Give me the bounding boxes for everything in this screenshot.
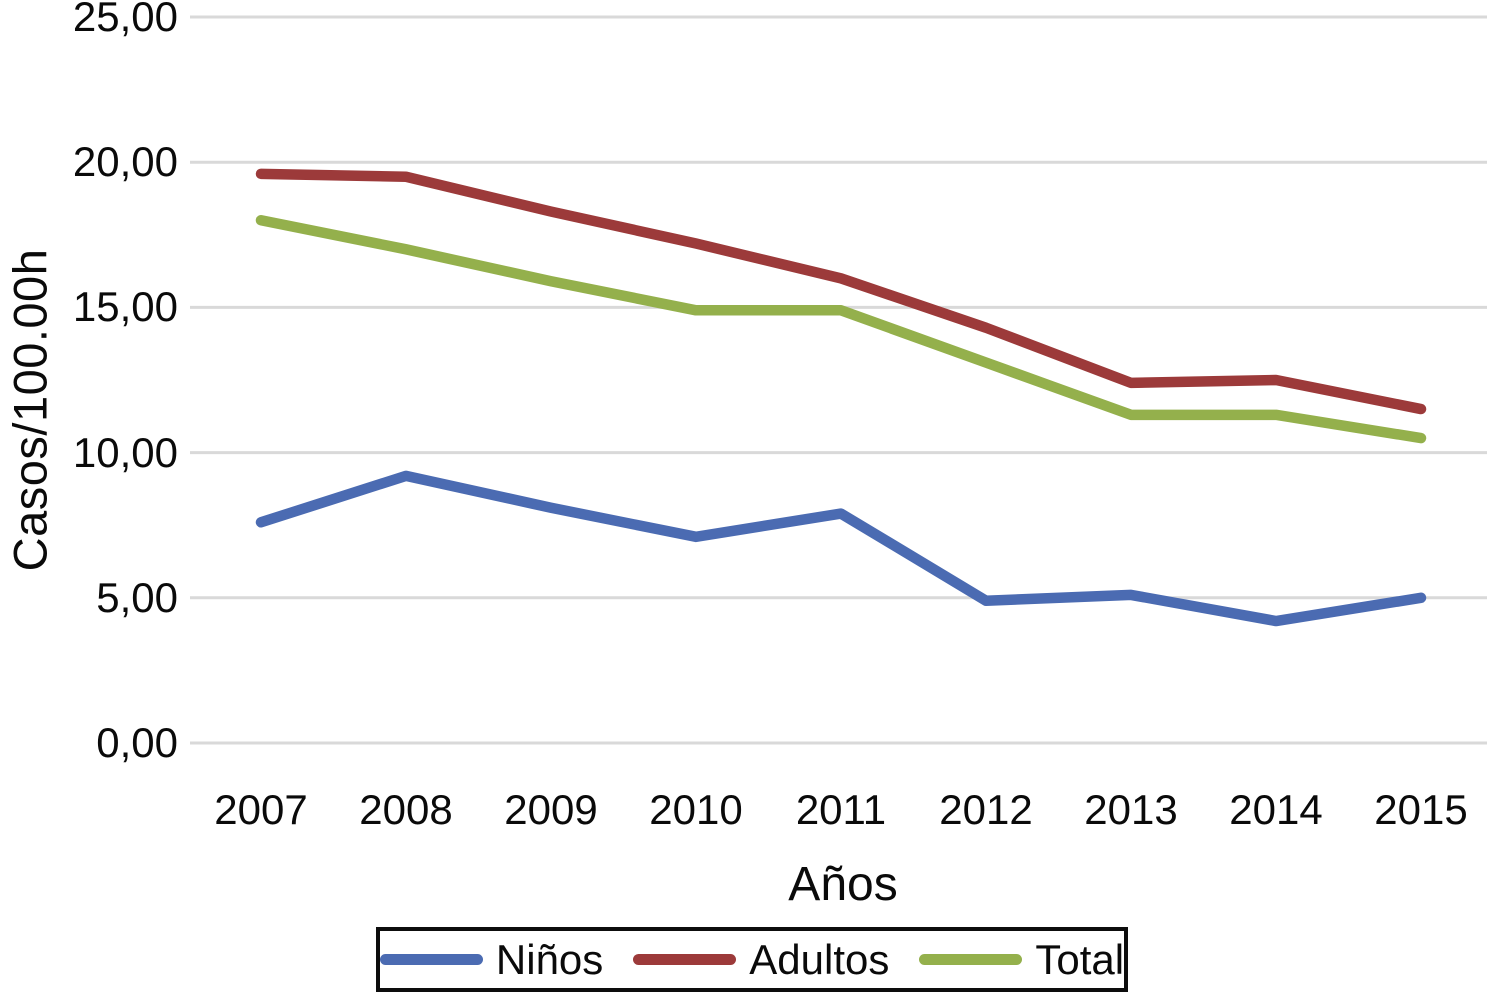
gridlines [190, 15, 1487, 745]
legend-entry-niños: Niños [379, 935, 604, 983]
x-tick-label: 2010 [649, 786, 743, 833]
legend-entry-adultos: Adultos [633, 935, 890, 983]
x-tick-label: 2011 [795, 786, 887, 833]
x-tick-label: 2013 [1084, 786, 1178, 833]
series-line-adultos [255, 168, 1427, 415]
y-tick-label: 5,00 [96, 573, 178, 621]
x-axis-title: Años [788, 858, 898, 911]
legend-label: Adultos [749, 935, 890, 983]
legend-swatch-niños [379, 954, 483, 965]
y-tick-label: 20,00 [72, 138, 178, 186]
legend-swatch-total [919, 954, 1023, 965]
legend-swatch-adultos [633, 954, 737, 965]
series-line-niños [255, 470, 1427, 627]
legend-label: Niños [495, 935, 604, 983]
legend-entry-total: Total [919, 935, 1125, 983]
x-tick-label: 2015 [1374, 786, 1468, 833]
y-tick-label: 10,00 [72, 428, 178, 476]
legend: Niños Adultos Total [376, 927, 1128, 992]
y-tick-label: 0,00 [96, 719, 178, 766]
x-tick-label: 2009 [504, 786, 598, 833]
y-tick-label: 25,00 [72, 0, 178, 40]
x-tick-label: 2008 [359, 786, 453, 833]
series-line-total [255, 215, 1427, 444]
series-lines [255, 168, 1427, 627]
legend-label: Total [1035, 935, 1125, 983]
x-tick-label: 2007 [214, 786, 308, 833]
x-tick-label: 2014 [1229, 786, 1323, 833]
x-tick-label: 2012 [939, 786, 1033, 833]
y-tick-label: 15,00 [72, 283, 178, 331]
